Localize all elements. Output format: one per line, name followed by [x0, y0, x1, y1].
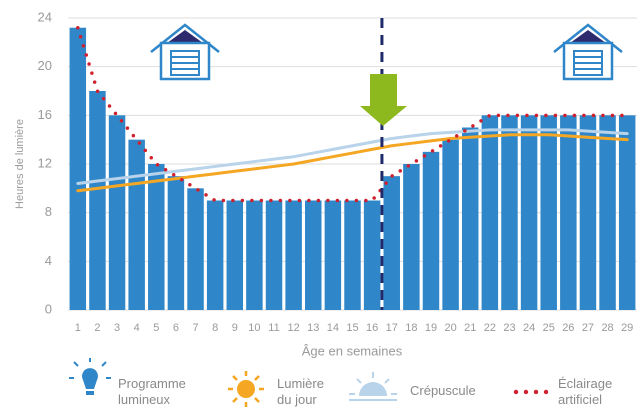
x-tick-label: 16	[366, 322, 378, 334]
bar	[461, 127, 479, 310]
y-tick-label: 20	[38, 58, 52, 73]
legend-label: Éclairage artificiel	[558, 376, 613, 407]
x-tick-label: 12	[288, 322, 300, 334]
x-tick-label: 20	[444, 322, 456, 334]
y-tick-label: 4	[45, 253, 52, 268]
house-icons	[150, 23, 623, 81]
x-tick-label: 15	[346, 322, 358, 334]
line	[76, 128, 629, 185]
bar	[89, 91, 106, 310]
bar	[599, 115, 616, 310]
bar	[148, 164, 165, 310]
x-tick-label: 4	[134, 322, 140, 334]
bar	[187, 188, 204, 310]
bar	[69, 27, 87, 310]
x-tick-label: 3	[114, 322, 120, 334]
x-axis-label: Âge en semaines	[302, 343, 403, 358]
bar	[344, 200, 361, 310]
arrow-icon	[360, 74, 407, 126]
legend-icons	[69, 358, 549, 407]
x-tick-label: 8	[212, 322, 218, 334]
x-tick-label: 6	[173, 322, 179, 334]
y-tick-label: 16	[38, 107, 52, 122]
x-tick-label: 19	[425, 322, 437, 334]
dotted-line	[76, 25, 629, 203]
bar	[285, 200, 302, 310]
bar	[128, 139, 145, 310]
bar	[501, 115, 518, 310]
x-tick-label: 1	[75, 322, 81, 334]
bar	[265, 200, 283, 310]
bar	[206, 200, 224, 310]
x-tick-label: 13	[307, 322, 319, 334]
bar	[383, 176, 400, 310]
bar	[167, 176, 185, 310]
y-axis-label: Heures de lumière	[14, 119, 26, 209]
x-tick-label: 22	[484, 322, 496, 334]
bar	[540, 115, 557, 310]
x-tick-label: 28	[601, 322, 613, 334]
x-tick-label: 7	[192, 322, 198, 334]
bar	[246, 200, 263, 310]
x-tick-label: 2	[94, 322, 100, 334]
bar	[481, 115, 499, 310]
bar	[560, 115, 577, 310]
bar	[305, 200, 322, 310]
legend-label: Lumière du jour	[277, 376, 324, 407]
x-tick-label: 24	[523, 322, 535, 334]
bar	[108, 115, 126, 310]
bar	[226, 200, 244, 310]
x-tick-label: 14	[327, 322, 339, 334]
y-tick-label: 12	[38, 155, 52, 170]
x-tick-label: 10	[248, 322, 260, 334]
x-tick-label: 25	[543, 322, 555, 334]
bar	[403, 164, 420, 310]
x-tick-label: 26	[562, 322, 574, 334]
y-tick-label: 0	[45, 301, 52, 316]
x-tick-label: 27	[582, 322, 594, 334]
x-tick-label: 9	[232, 322, 238, 334]
legend-label: Crépuscule	[410, 383, 476, 398]
bar	[422, 151, 440, 310]
x-tick-label: 5	[153, 322, 159, 334]
bar	[520, 115, 538, 310]
x-tick-label: 21	[464, 322, 476, 334]
x-tick-label: 11	[268, 322, 279, 334]
x-tick-label: 29	[621, 322, 633, 334]
x-tick-label: 17	[386, 322, 398, 334]
bar	[618, 115, 636, 310]
line	[76, 133, 629, 193]
bar	[442, 139, 459, 310]
x-tick-label: 23	[503, 322, 515, 334]
bar	[324, 200, 342, 310]
y-tick-label: 8	[45, 204, 52, 219]
legend-label: Programme lumineux	[118, 376, 186, 407]
bar	[363, 200, 381, 310]
x-tick-label: 18	[405, 322, 417, 334]
bar	[579, 115, 597, 310]
y-tick-label: 24	[38, 9, 52, 24]
